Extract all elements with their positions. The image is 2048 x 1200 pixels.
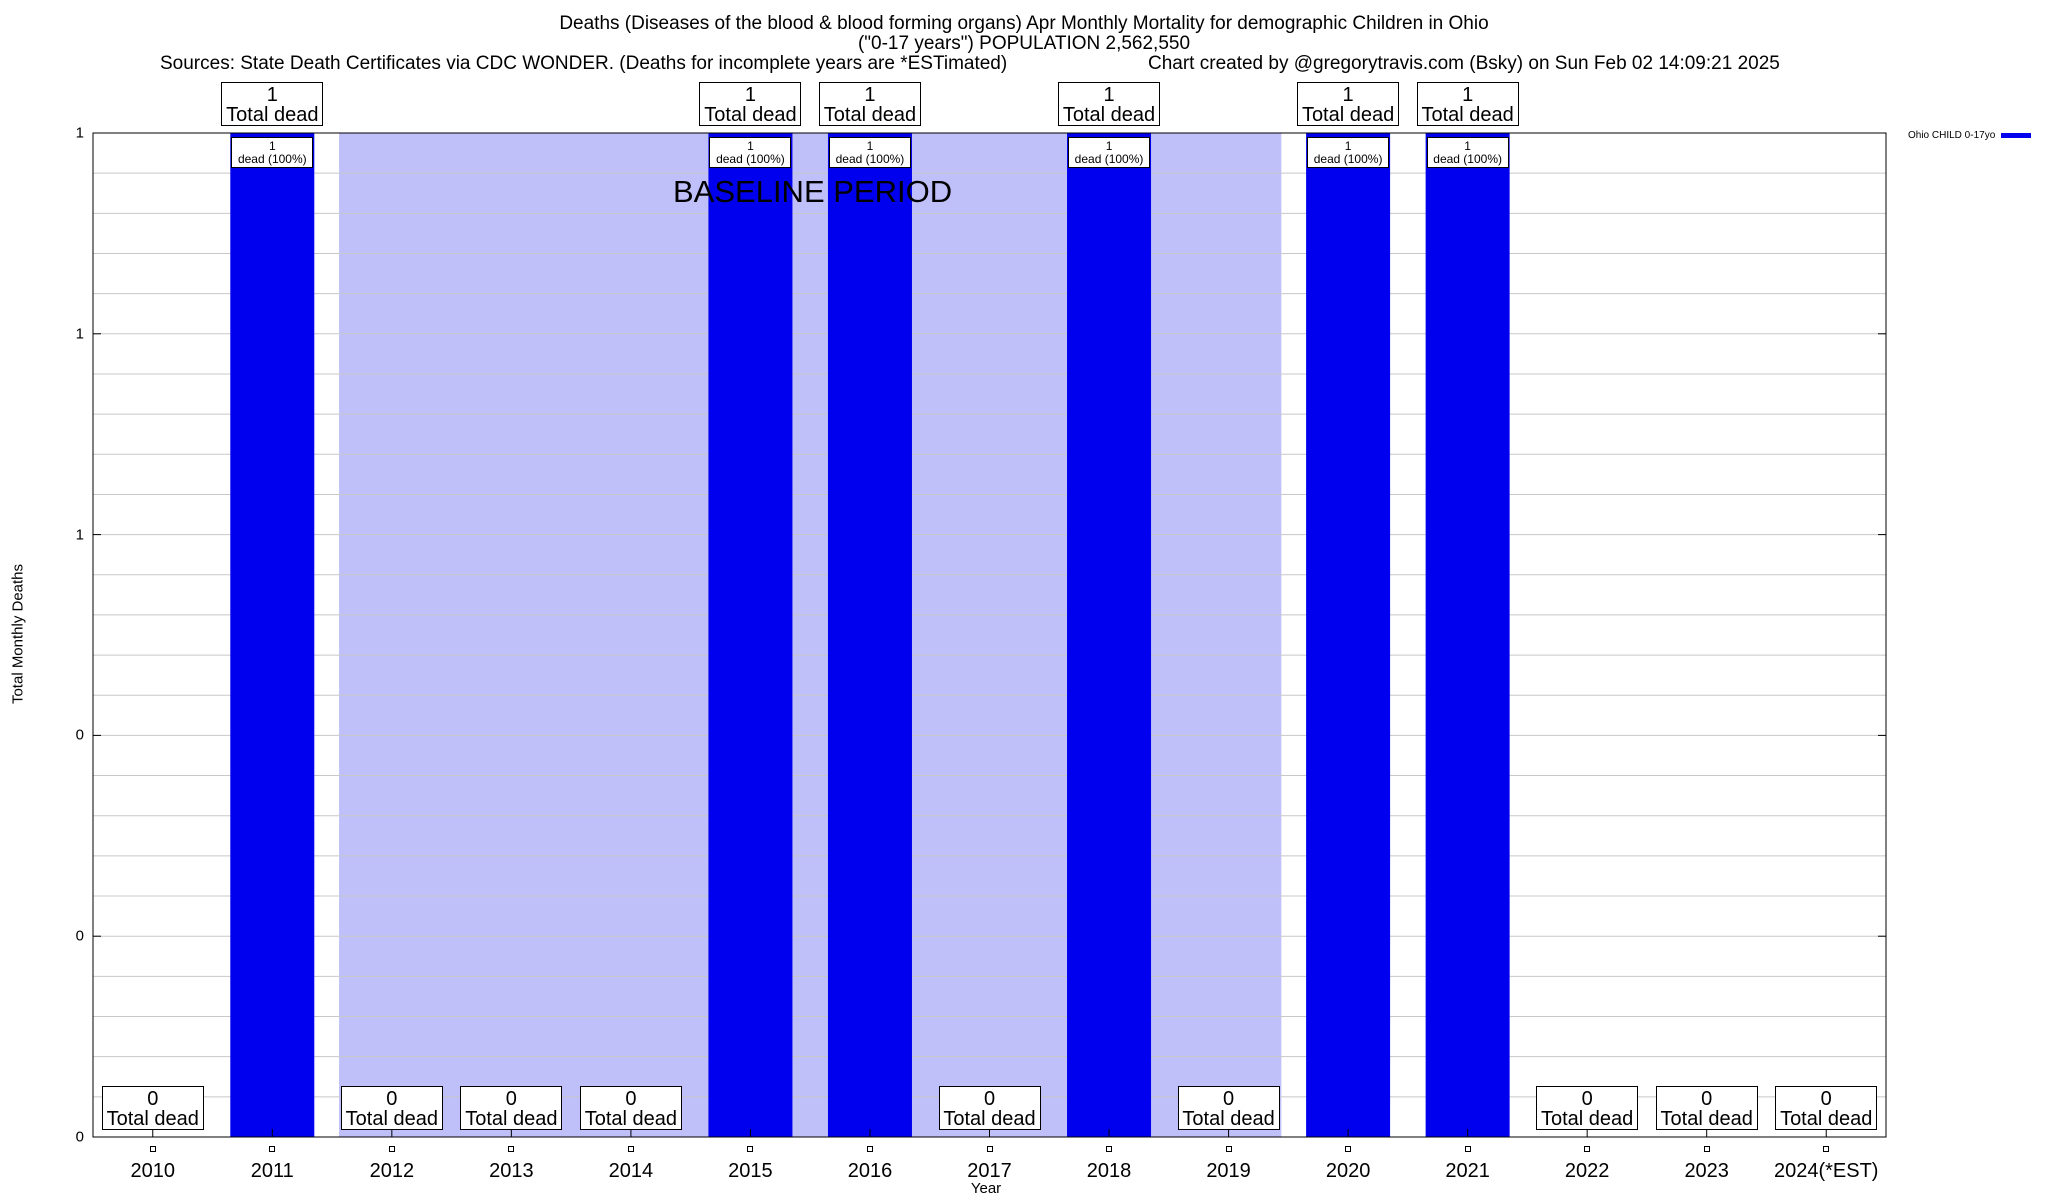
bar-2011 [230,133,315,1137]
y-tick-label: 0 [75,726,84,744]
total-dead-label-2016: 1 Total dead [818,82,921,126]
total-dead-label-2019: 0 Total dead [1177,1086,1280,1130]
x-tick-label: 2014 [608,1160,654,1182]
y-tick-label: 0 [75,927,84,945]
total-dead-label-2010: 0 Total dead [101,1086,204,1130]
x-tick-label: 2012 [369,1160,415,1182]
x-tick-label: 2021 [1445,1160,1490,1182]
percent-label-2018: 1 dead (100%) [1068,137,1151,168]
x-axis-label: Year [970,1180,1002,1197]
total-dead-label-2017: 0 Total dead [938,1086,1041,1130]
x-marker [986,1146,993,1152]
x-tick-label: 2019 [1206,1160,1251,1182]
baseline-label: BASELINE PERIOD [673,174,953,209]
total-dead-label-2011: 1 Total dead [221,82,324,126]
y-tick-label: 0 [75,1128,84,1146]
x-marker [508,1146,515,1152]
legend-entry-label: Ohio CHILD 0-17yo [1908,130,1996,141]
bar-2018 [1067,133,1152,1137]
x-tick-label: 2020 [1325,1160,1371,1182]
total-dead-label-2013: 0 Total dead [460,1086,563,1130]
chart-title: Deaths (Diseases of the blood & blood fo… [559,13,1489,34]
x-marker [1464,1146,1471,1152]
percent-label-2020: 1 dead (100%) [1307,137,1390,168]
y-tick-label: 1 [75,526,84,544]
x-marker [1106,1146,1113,1152]
y-tick-label: 1 [75,325,84,343]
x-tick-label: 2018 [1086,1160,1132,1182]
percent-label-2021: 1 dead (100%) [1426,137,1509,168]
bar-2016 [827,133,912,1137]
x-marker [1584,1146,1591,1152]
legend-swatch [2001,133,2032,138]
legend: Ohio CHILD 0-17yo [1908,130,2032,141]
x-marker [149,1146,156,1152]
y-tick-label: 1 [75,124,84,142]
x-marker [269,1146,276,1152]
bar-2015 [708,133,793,1137]
total-dead-label-2020: 1 Total dead [1297,82,1400,126]
percent-label-2015: 1 dead (100%) [709,137,792,168]
bar-2021 [1425,133,1510,1137]
percent-label-2011: 1 dead (100%) [231,137,314,168]
total-dead-label-2014: 0 Total dead [579,1086,682,1130]
x-marker [1823,1146,1830,1152]
x-marker [627,1146,634,1152]
total-dead-label-2023: 0 Total dead [1655,1086,1758,1130]
x-tick-label: 2013 [489,1160,534,1182]
chart-subtitle: ("0-17 years") POPULATION 2,562,550 [857,33,1191,54]
x-tick-label: 2010 [130,1160,176,1182]
x-tick-label: 2017 [967,1160,1012,1182]
total-dead-label-2022: 0 Total dead [1536,1086,1639,1130]
percent-label-2016: 1 dead (100%) [828,137,911,168]
x-tick-label: 2015 [728,1160,773,1182]
x-tick-label: 2024(*EST) [1773,1160,1879,1182]
bar-2020 [1306,133,1391,1137]
total-dead-label-2015: 1 Total dead [699,82,802,126]
x-tick-label: 2022 [1564,1160,1610,1182]
x-marker [1703,1146,1710,1152]
credit-text: Chart created by @gregorytravis.com (Bsk… [1148,53,1780,74]
x-marker [1345,1146,1352,1152]
x-marker [388,1146,395,1152]
x-tick-label: 2011 [250,1160,294,1182]
total-dead-label-2018: 1 Total dead [1058,82,1161,126]
y-axis-label: Total Monthly Deaths [9,563,27,705]
x-marker [866,1146,873,1152]
sources-text: Sources: State Death Certificates via CD… [160,53,1008,74]
x-tick-label: 2016 [847,1160,893,1182]
total-dead-label-2012: 0 Total dead [340,1086,443,1130]
x-marker [1225,1146,1232,1152]
total-dead-label-2024(*EST): 0 Total dead [1775,1086,1878,1130]
x-marker [747,1146,754,1152]
total-dead-label-2021: 1 Total dead [1416,82,1519,126]
x-tick-label: 2023 [1684,1160,1729,1182]
